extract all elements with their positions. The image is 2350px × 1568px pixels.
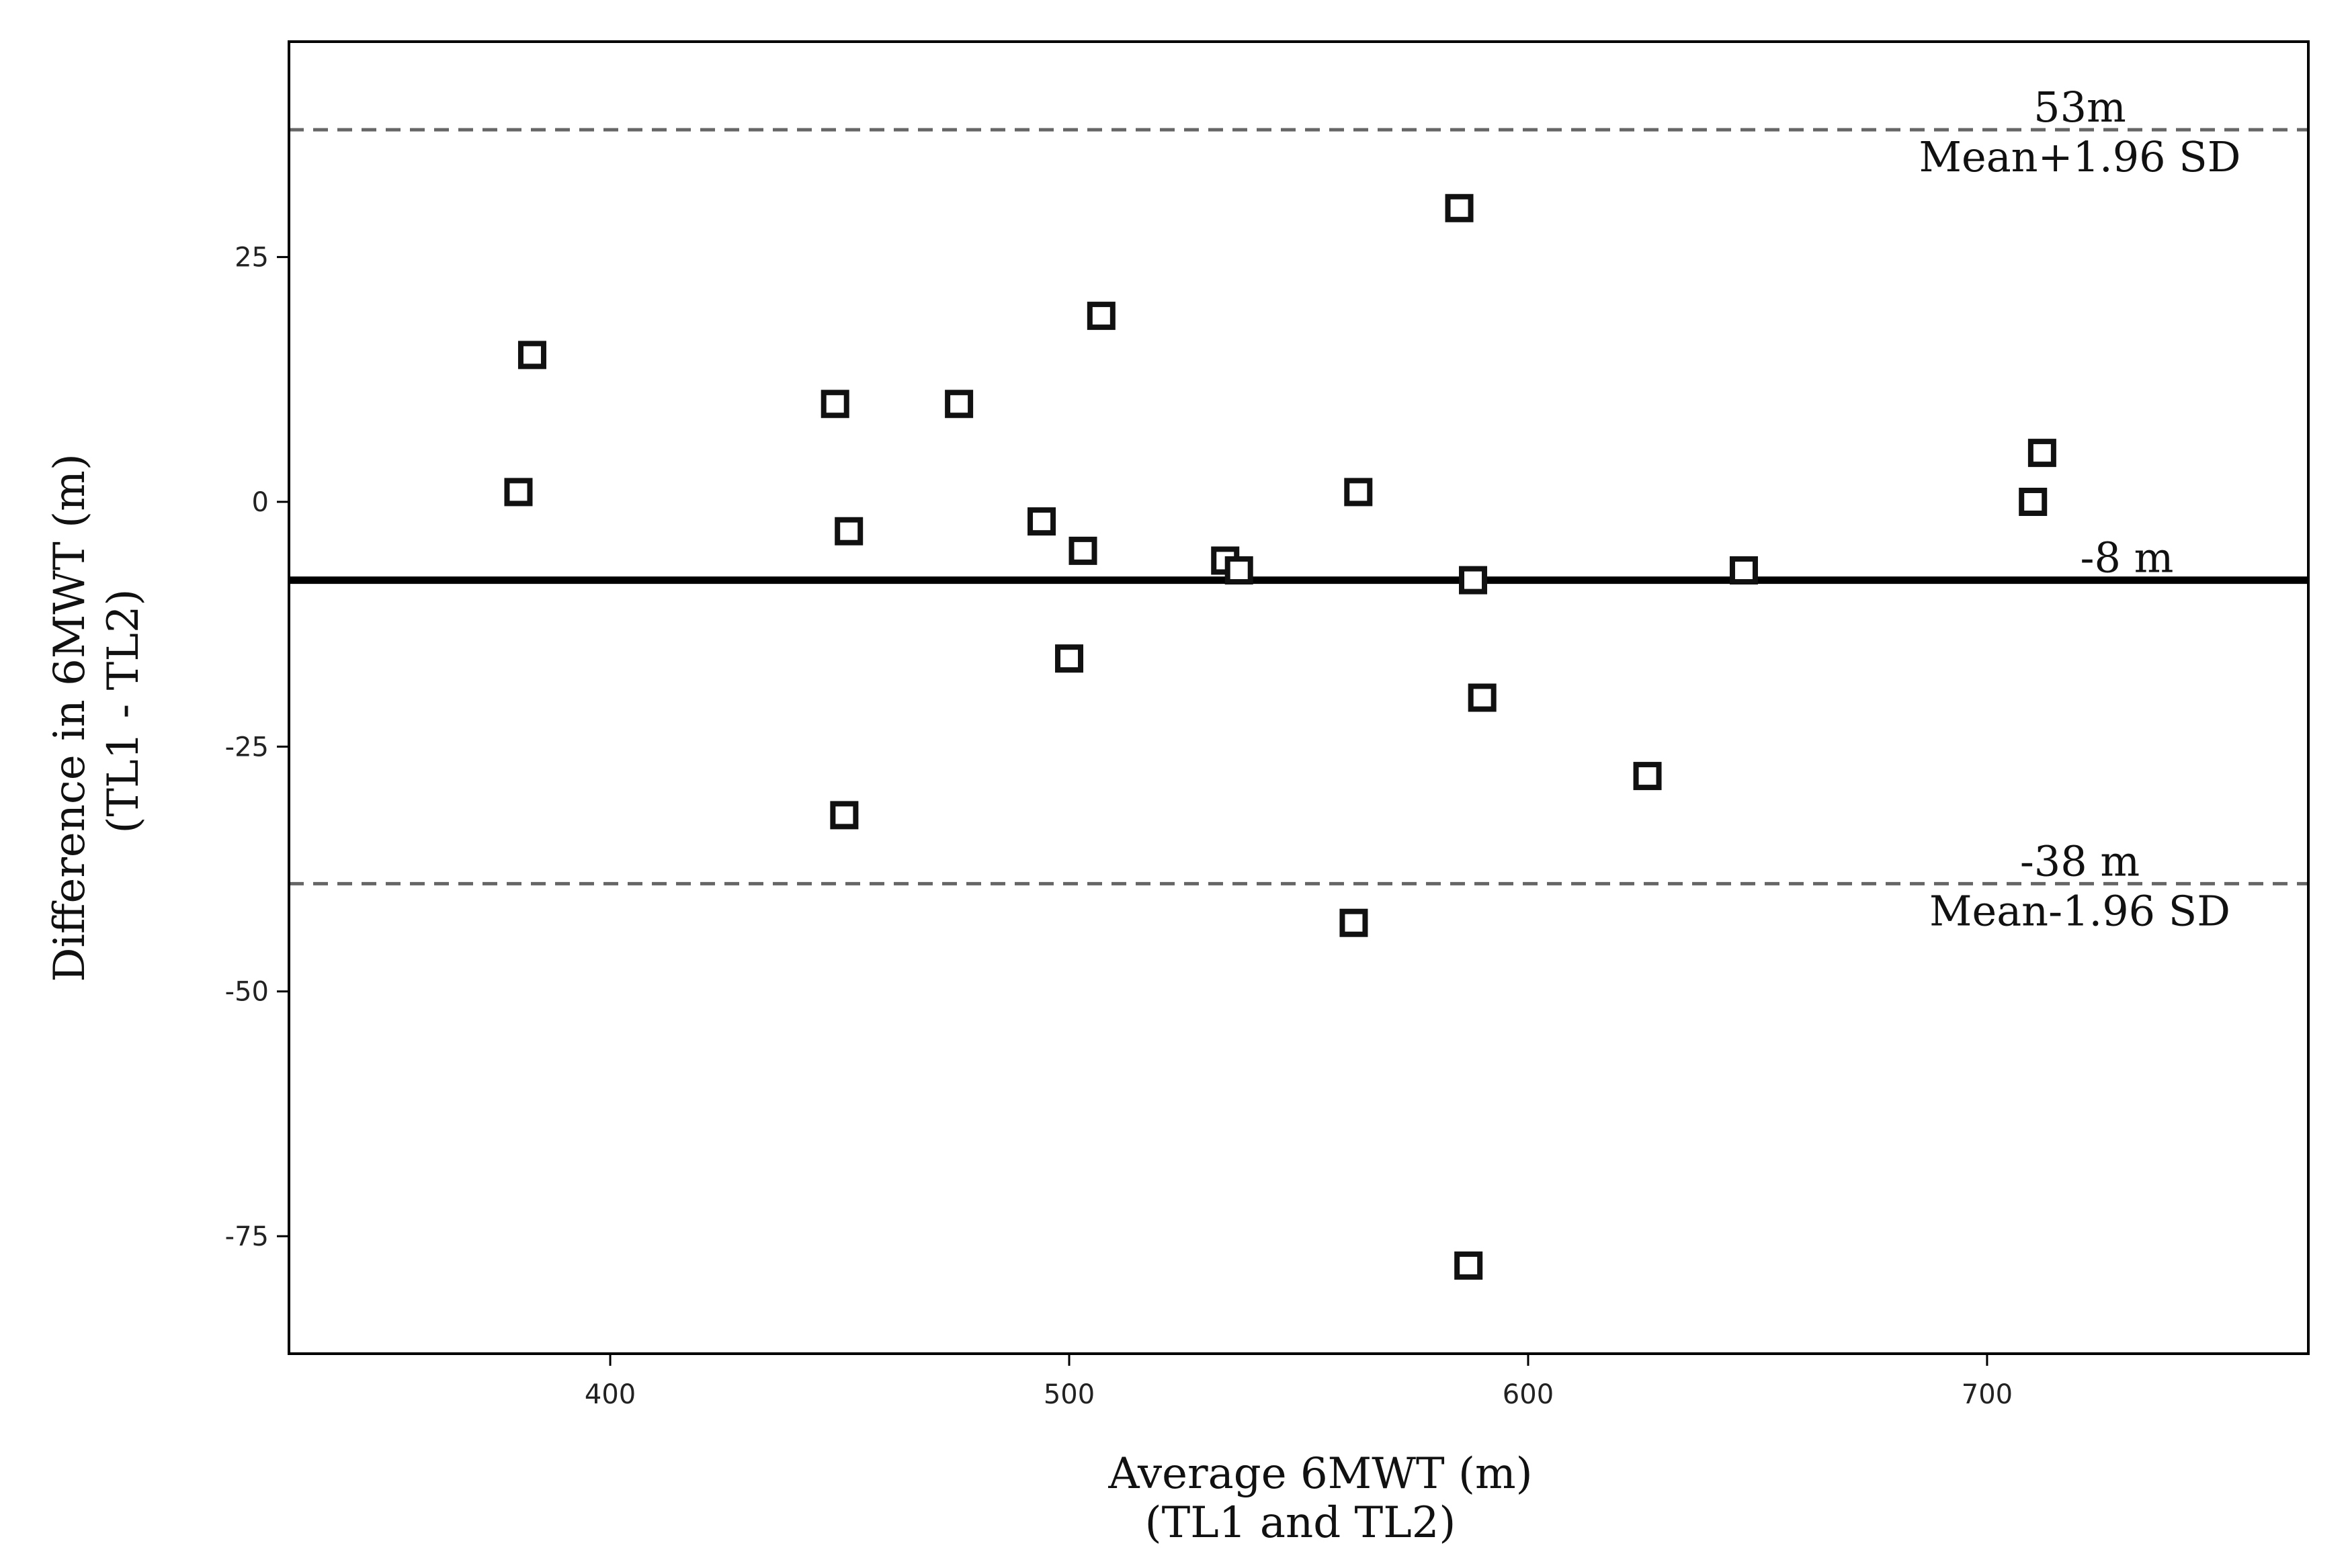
data-point [1027,507,1056,536]
data-point [1633,762,1662,791]
y-tick-label: -50 [225,977,269,1008]
data-point [517,341,546,369]
x-axis-title-line-1: Average 6MWT (m) [1107,1449,1532,1499]
y-axis-title-line-1: Difference in 6MWT (m) [45,453,95,982]
data-point [2019,488,2048,517]
data-point [1729,556,1758,585]
reference-label-value: -8 m [2081,533,2174,582]
reference-lines [289,128,2308,885]
data-point [1459,566,1488,595]
x-tick-label: 400 [585,1379,636,1410]
data-point [1224,556,1253,585]
data-point [1087,302,1116,331]
x-tick-label: 600 [1503,1379,1554,1410]
x-tick-label: 500 [1044,1379,1095,1410]
y-tick-label: 0 [252,487,269,518]
reference-label-name: Mean-1.96 SD [1929,886,2230,935]
data-point [1344,478,1373,507]
data-point [1339,908,1368,937]
y-tick-label: -25 [225,732,269,763]
x-tick-label: 700 [1962,1379,2013,1410]
data-point [504,478,533,507]
y-tick-label: 25 [235,243,269,273]
x-axis-title-line-2: (TL1 and TL2) [1145,1498,1456,1548]
data-point [835,517,864,546]
y-axis: 25 0 -25 -50 -75 [225,243,289,1252]
data-point [945,390,974,419]
reference-label-value: 53m [2033,83,2126,132]
reference-label-value: -38 m [2020,836,2140,885]
y-axis-title-line-2: (TL1 - TL2) [99,589,149,833]
data-point [2027,439,2056,468]
data-point [1068,536,1097,565]
plot-frame [288,40,2310,1355]
data-point [1454,1251,1483,1280]
data-point [1445,193,1474,222]
data-point [1055,644,1084,673]
x-axis: 400 500 600 700 [585,1354,2013,1410]
data-point [830,801,859,830]
y-tick-label: -75 [225,1221,269,1252]
data-point [821,390,849,419]
data-point [1468,683,1497,712]
reference-label-name: Mean+1.96 SD [1919,132,2241,181]
data-points [504,193,2056,1280]
